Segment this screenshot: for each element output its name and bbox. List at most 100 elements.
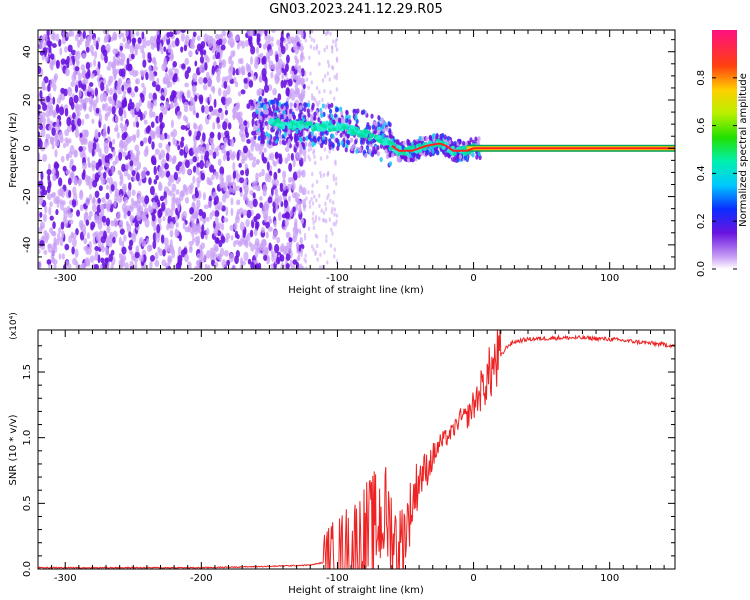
noise-speck bbox=[191, 231, 195, 238]
noise-speck bbox=[286, 54, 290, 64]
spectral-blob bbox=[388, 161, 393, 167]
noise-speck bbox=[118, 236, 122, 246]
noise-speck bbox=[274, 243, 280, 254]
noise-speck bbox=[202, 84, 208, 91]
noise-speck bbox=[134, 221, 140, 228]
top-x-label: Height of straight line (km) bbox=[288, 285, 424, 296]
spectral-blob bbox=[260, 111, 264, 117]
noise-speck bbox=[71, 198, 77, 208]
noise-speck bbox=[196, 235, 201, 245]
noise-speck bbox=[201, 146, 206, 155]
noise-speck bbox=[149, 102, 154, 111]
spectral-core bbox=[298, 126, 303, 131]
noise-speck bbox=[75, 228, 79, 236]
noise-speck bbox=[195, 112, 200, 119]
spectral-blob bbox=[313, 111, 317, 117]
noise-speck bbox=[246, 198, 250, 208]
noise-speck bbox=[265, 246, 269, 256]
noise-speck bbox=[180, 30, 186, 34]
noise-speck bbox=[239, 221, 245, 231]
noise-speck bbox=[292, 158, 296, 168]
noise-speck bbox=[318, 61, 321, 67]
noise-speck bbox=[326, 30, 329, 35]
noise-speck bbox=[52, 191, 56, 198]
noise-speck bbox=[268, 49, 273, 56]
colorbar-label: Normalized spectral amplitude bbox=[738, 73, 749, 227]
noise-speck bbox=[188, 148, 193, 156]
noise-speck bbox=[282, 195, 287, 201]
spectral-blob bbox=[379, 143, 384, 149]
spectral-blob bbox=[272, 141, 276, 147]
noise-speck bbox=[56, 97, 62, 104]
noise-speck bbox=[136, 149, 141, 157]
noise-speck bbox=[252, 75, 257, 82]
noise-speck bbox=[184, 34, 190, 45]
spectral-blob bbox=[293, 102, 297, 108]
noise-speck bbox=[331, 200, 335, 205]
noise-speck bbox=[140, 254, 144, 263]
noise-speck bbox=[85, 72, 91, 79]
noise-speck bbox=[52, 109, 56, 117]
noise-speck bbox=[144, 195, 150, 205]
noise-speck bbox=[135, 43, 141, 50]
noise-speck bbox=[179, 140, 184, 148]
noise-speck bbox=[184, 57, 190, 66]
noise-speck bbox=[297, 36, 301, 42]
noise-speck bbox=[184, 70, 189, 80]
spectral-core bbox=[387, 140, 392, 145]
noise-speck bbox=[330, 227, 333, 232]
noise-speck bbox=[167, 255, 173, 263]
noise-speck bbox=[222, 121, 228, 131]
noise-speck bbox=[160, 46, 164, 55]
noise-speck bbox=[46, 169, 52, 176]
spectral-blob bbox=[408, 152, 412, 159]
noise-speck bbox=[282, 170, 287, 180]
spectral-blob bbox=[270, 111, 274, 117]
noise-speck bbox=[180, 46, 184, 53]
noise-speck bbox=[73, 176, 78, 186]
spectral-blob bbox=[324, 104, 328, 110]
noise-speck bbox=[230, 153, 235, 161]
noise-speck bbox=[128, 231, 132, 238]
noise-speck bbox=[172, 192, 176, 202]
noise-speck bbox=[62, 264, 67, 269]
spectral-blob bbox=[348, 119, 352, 125]
noise-speck bbox=[311, 189, 314, 195]
noise-speck bbox=[312, 38, 316, 43]
noise-speck bbox=[321, 78, 325, 83]
spectral-blob bbox=[361, 139, 365, 145]
noise-speck bbox=[315, 100, 319, 106]
noise-speck bbox=[273, 229, 278, 238]
noise-speck bbox=[102, 129, 107, 139]
noise-speck bbox=[255, 213, 261, 220]
noise-speck bbox=[224, 103, 228, 110]
noise-speck bbox=[331, 206, 334, 211]
noise-speck bbox=[243, 120, 248, 126]
noise-speck bbox=[314, 160, 317, 166]
noise-speck bbox=[271, 30, 276, 33]
noise-speck bbox=[300, 248, 304, 253]
noise-speck bbox=[87, 160, 91, 168]
spectral-blob bbox=[377, 115, 381, 121]
noise-speck bbox=[123, 123, 128, 132]
noise-speck bbox=[323, 147, 327, 152]
noise-speck bbox=[65, 169, 71, 175]
noise-speck bbox=[108, 176, 113, 187]
noise-speck bbox=[267, 55, 271, 63]
spectral-blob bbox=[301, 142, 306, 148]
spectral-core bbox=[449, 151, 454, 156]
noise-speck bbox=[121, 246, 127, 255]
noise-speck bbox=[234, 230, 239, 239]
noise-speck bbox=[136, 128, 140, 139]
spectral-blob bbox=[467, 140, 471, 146]
spectral-blob bbox=[256, 102, 260, 108]
noise-speck bbox=[192, 109, 197, 116]
bottom-x-tick-label: 0 bbox=[470, 573, 476, 584]
noise-speck bbox=[85, 46, 90, 53]
noise-speck bbox=[100, 207, 105, 217]
noise-speck bbox=[180, 32, 185, 42]
noise-speck bbox=[189, 207, 195, 215]
noise-speck bbox=[157, 216, 162, 224]
noise-speck bbox=[232, 106, 236, 115]
spectral-core bbox=[358, 133, 363, 138]
